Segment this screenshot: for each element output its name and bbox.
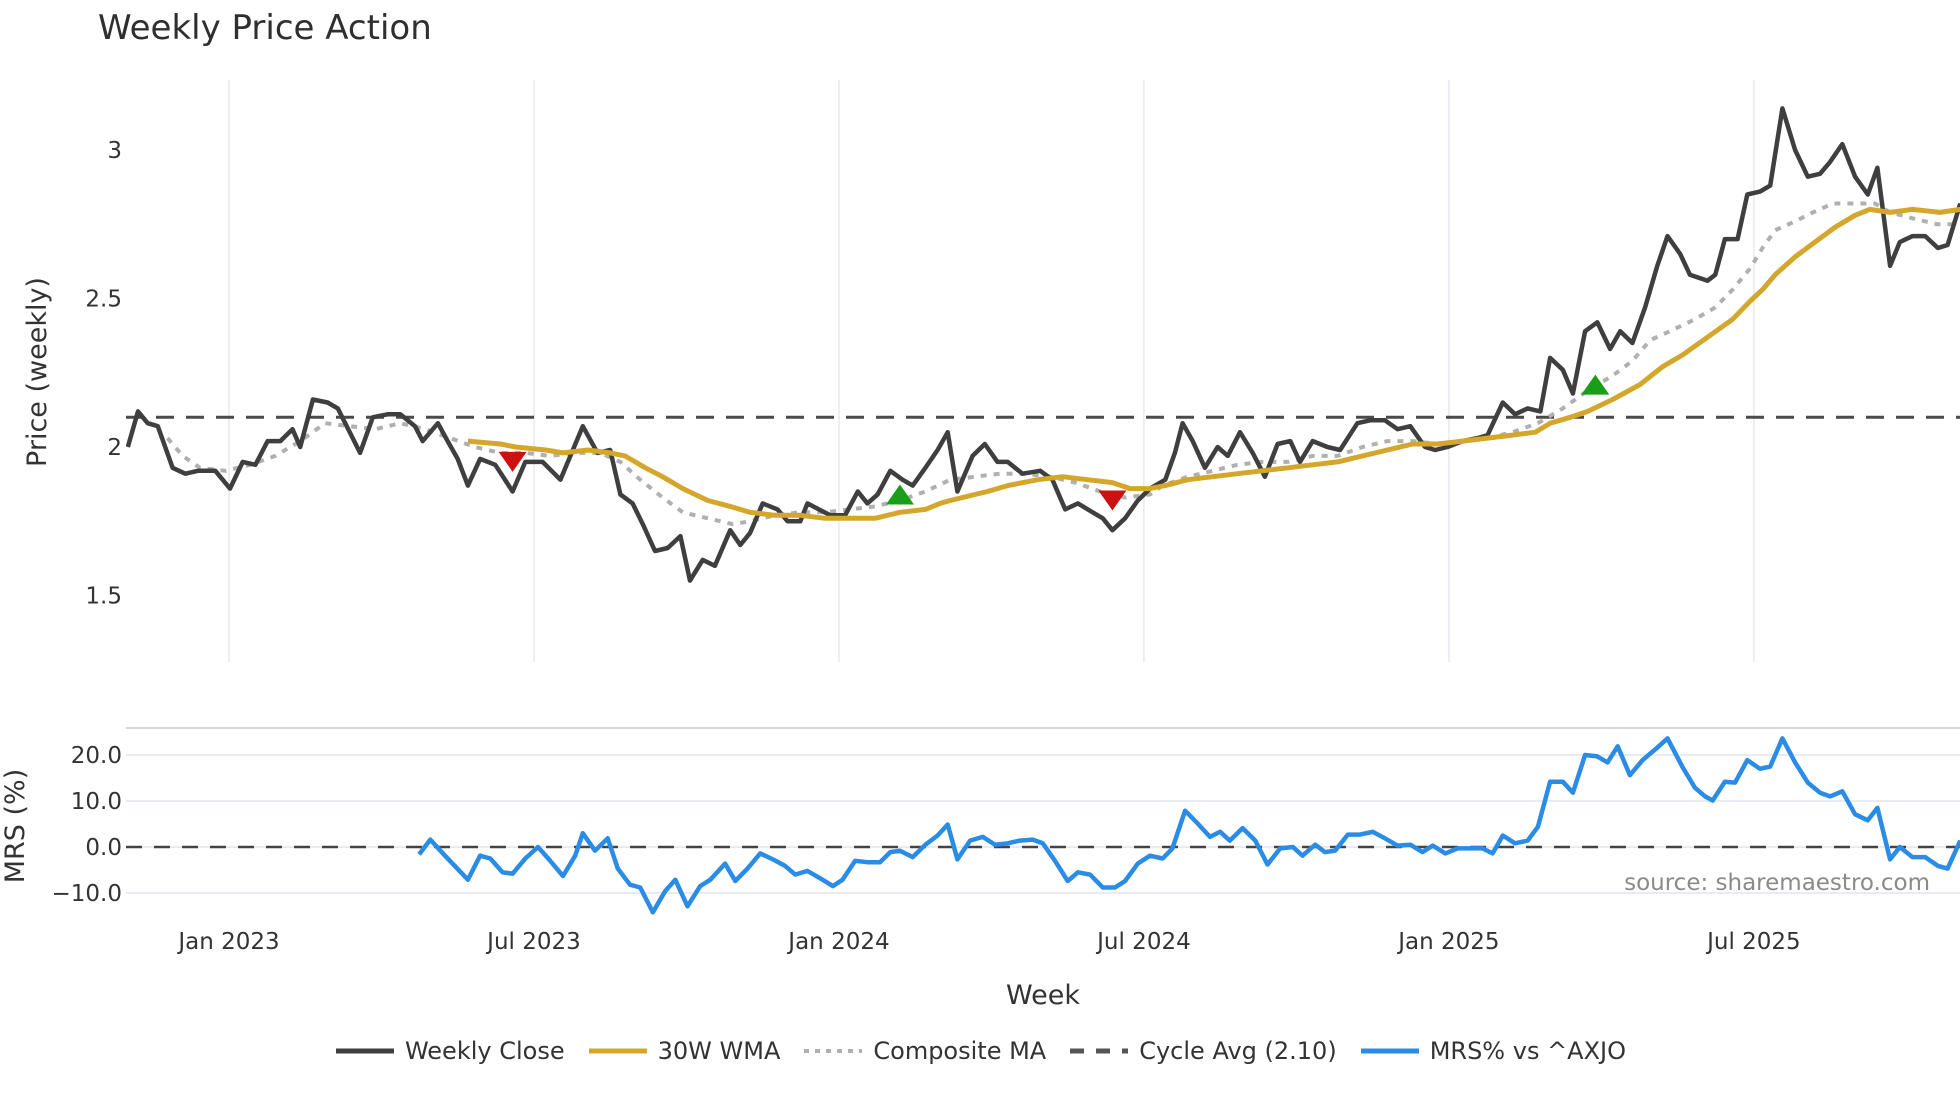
mrs-y-gridlines [126,754,1960,894]
x-tick-label: Jul 2023 [485,929,581,955]
x-axis-title: Week [1006,980,1080,1011]
x-tick-label: Jan 2025 [1396,929,1499,955]
x-axis-ticks: Jan 2023 Jul 2023 Jan 2024 Jul 2024 Jan 2025… [176,929,1800,955]
signal-markers [498,374,1610,511]
sell-signal-triangle-icon [498,451,527,472]
price-y-tick-label: 2 [107,435,122,461]
x-tick-label: Jul 2024 [1095,929,1191,955]
price-y-tick-label: 2.5 [85,287,122,313]
buy-signal-triangle-icon [885,484,914,505]
legend-item[interactable]: MRS% vs ^AXJO [1359,1037,1626,1065]
close-line [126,106,1960,583]
mrs-line [417,736,1960,915]
legend-label: Composite MA [873,1037,1047,1065]
legend-swatch-icon [588,1048,647,1054]
mrs-y-tick-label: 0.0 [85,835,122,861]
wma-line [467,206,1960,521]
price-y-tick-label: 1.5 [85,584,122,610]
mrs-series [126,736,1960,915]
legend-item[interactable]: Composite MA [802,1037,1046,1065]
legend-swatch-icon [804,1049,863,1053]
legend: Weekly Close 30W WMA Composite MA Cycle Avg… [0,1037,1960,1065]
price-y-axis-ticks: 1.5 2 2.5 3 [85,138,122,610]
mrs-y-axis-title: MRS (%) [0,769,31,884]
mrs-y-tick-label: 20.0 [71,743,122,769]
x-tick-label: Jul 2025 [1705,929,1801,955]
mrs-y-tick-label: −10.0 [52,881,122,907]
legend-label: Cycle Avg (2.10) [1139,1037,1337,1065]
price-y-tick-label: 3 [107,138,122,164]
legend-label: Weekly Close [404,1037,565,1065]
price-x-gridlines [228,80,1755,662]
legend-item[interactable]: Weekly Close [334,1037,565,1065]
legend-item[interactable]: Cycle Avg (2.10) [1068,1037,1337,1065]
chart-title: Weekly Price Action [98,8,432,48]
sell-signal-triangle-icon [1098,490,1127,511]
legend-item[interactable]: 30W WMA [587,1037,781,1065]
legend-swatch-icon [335,1048,394,1054]
legend-swatch-icon [1360,1048,1419,1054]
legend-label: MRS% vs ^AXJO [1429,1037,1627,1065]
mrs-y-axis-ticks: −10.0 0.0 10.0 20.0 [52,743,122,907]
price-y-axis-title: Price (weekly) [22,277,53,467]
x-tick-label: Jan 2024 [786,929,889,955]
legend-label: 30W WMA [657,1037,781,1065]
legend-swatch-icon [1070,1048,1129,1054]
buy-signal-triangle-icon [1581,374,1610,395]
mrs-y-tick-label: 10.0 [71,789,122,815]
price-series [126,106,1960,583]
x-tick-label: Jan 2023 [176,929,279,955]
source-note: source: sharemaestro.com [1624,870,1930,896]
